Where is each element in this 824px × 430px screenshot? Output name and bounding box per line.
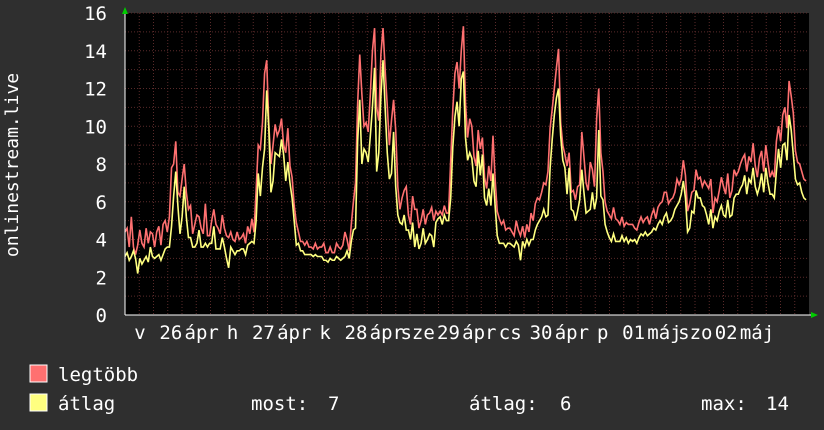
stat-atlag-value: 6 — [560, 393, 571, 415]
x-tick-label: 29 — [437, 322, 460, 344]
y-tick-label: 12 — [84, 79, 107, 101]
stat-max-label: max: — [701, 393, 747, 415]
x-tick-label: ápr — [462, 322, 496, 344]
stat-most-label: most: — [251, 393, 308, 415]
x-tick-label: ápr — [555, 322, 589, 344]
x-tick-label: sze — [400, 322, 434, 344]
y-tick-label: 14 — [84, 41, 107, 63]
x-tick-label: máj — [740, 322, 774, 344]
x-tick-label: cs — [499, 322, 522, 344]
x-tick-label: ápr — [370, 322, 404, 344]
x-tick-label: ápr — [277, 322, 311, 344]
x-tick-label: p — [597, 322, 608, 344]
stat-atlag-label: átlag: — [469, 393, 538, 415]
x-tick-label: máj — [647, 322, 681, 344]
x-tick-label: 02 — [715, 322, 738, 344]
y-tick-label: 6 — [96, 192, 107, 214]
x-tick-label: h — [227, 322, 238, 344]
x-tick-label: 28 — [345, 322, 368, 344]
series-line-legtobb — [124, 26, 807, 255]
y-tick-label: 16 — [84, 3, 107, 25]
x-tick-label: k — [319, 322, 331, 344]
x-tick-label: szo — [678, 322, 712, 344]
series-line-atlag — [124, 60, 807, 274]
legend-label-atlag: átlag — [58, 393, 115, 415]
x-tick-label: 30 — [530, 322, 553, 344]
legend-label-legtobb: legtöbb — [58, 364, 138, 386]
x-tick-label: 27 — [252, 322, 275, 344]
x-tick-label: 01 — [622, 322, 645, 344]
x-tick-label: ápr — [185, 322, 219, 344]
stat-max-value: 14 — [766, 393, 789, 415]
legend-swatch-legtobb — [29, 364, 48, 383]
stat-most-value: 7 — [328, 393, 339, 415]
x-axis-arrow-icon — [811, 312, 818, 318]
y-tick-label: 10 — [84, 116, 107, 138]
y-axis-arrow-icon — [122, 7, 128, 14]
y-tick-label: 2 — [96, 267, 107, 289]
y-axis-label: onlinestream.live — [2, 73, 23, 257]
y-tick-label: 0 — [96, 305, 107, 327]
legend-swatch-atlag — [29, 393, 48, 412]
y-tick-label: 8 — [96, 154, 107, 176]
y-tick-label: 4 — [96, 230, 107, 252]
x-tick-label: v — [134, 322, 145, 344]
x-tick-label: 26 — [159, 322, 182, 344]
y-tick-labels: 0 2 4 6 8 10 12 14 16 — [84, 3, 107, 327]
